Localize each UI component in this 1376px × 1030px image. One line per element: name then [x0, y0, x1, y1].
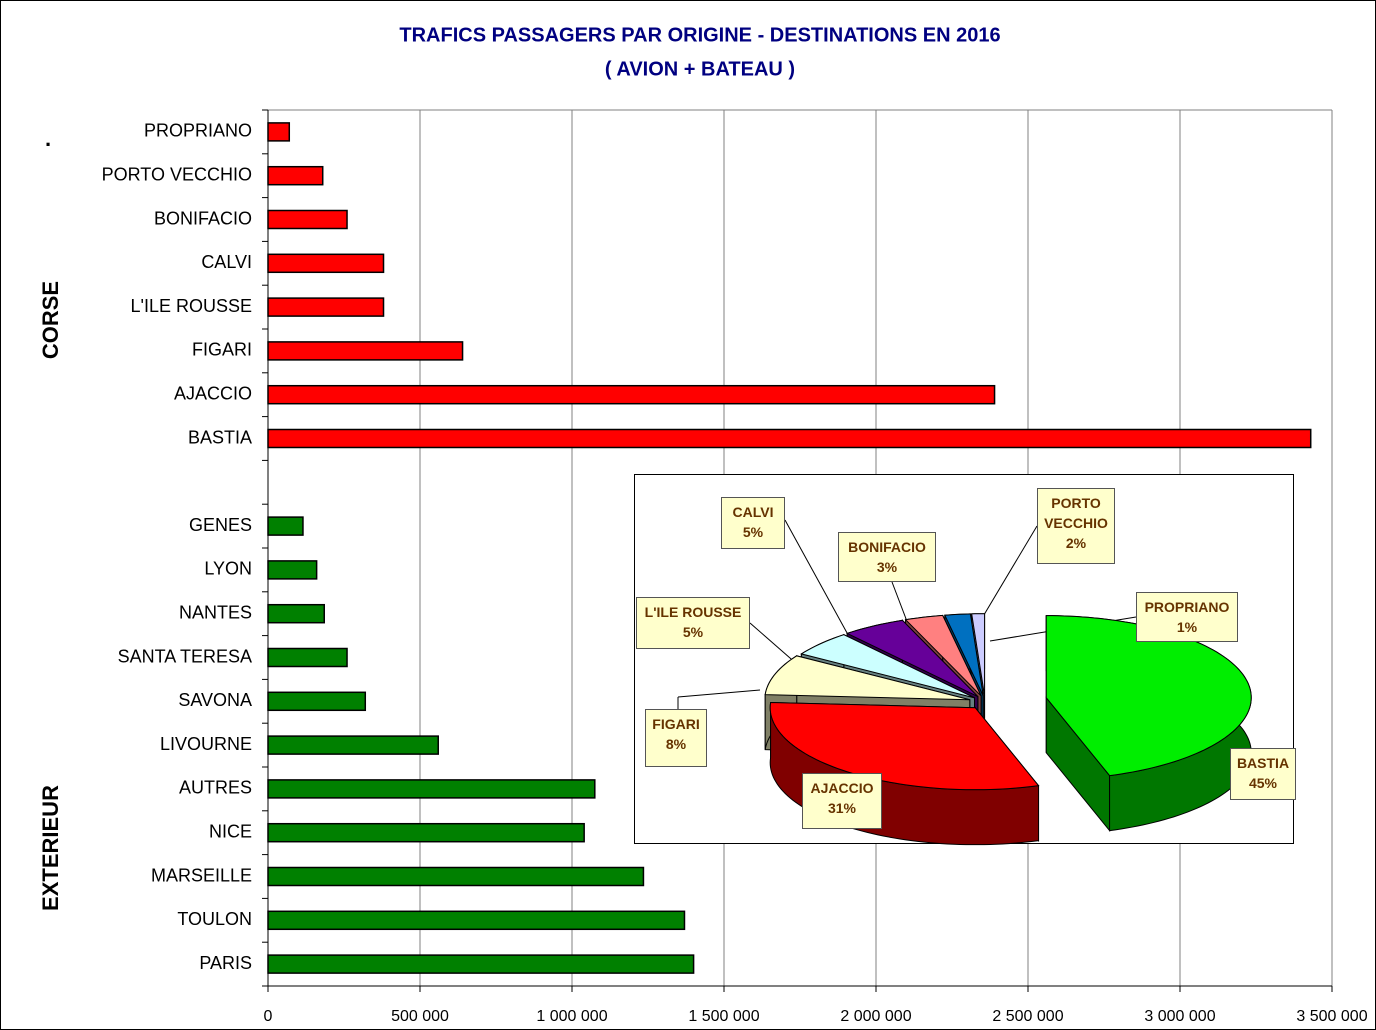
- y-tick-label: AUTRES: [179, 778, 252, 798]
- bar: [267, 341, 464, 361]
- group-label: CORSE: [38, 281, 63, 359]
- bar-layer: 0 500 000 1 000 000 1 500 000 2 000 000 2 500…: [102, 109, 1368, 1025]
- pie-layer: [634, 474, 1294, 846]
- y-tick-label: BONIFACIO: [154, 208, 252, 228]
- pie-label: PORTO VECCHIO 2%: [1037, 488, 1115, 564]
- bar: [267, 603, 325, 624]
- y-tick-label: TOULON: [177, 909, 252, 929]
- group-label: EXTERIEUR: [38, 785, 63, 911]
- bar: [267, 209, 348, 230]
- pie-label: FIGARI 8%: [645, 709, 707, 767]
- bar: [267, 735, 439, 755]
- bar: [267, 384, 996, 405]
- bar: [267, 428, 1312, 449]
- y-tick-label: BASTIA: [188, 427, 252, 447]
- pie-slice: [769, 702, 1040, 791]
- pie-label-name: AJACCIO: [810, 780, 874, 796]
- pie-label-name: PROPRIANO: [1144, 599, 1230, 615]
- y-tick-label: MARSEILLE: [151, 865, 252, 885]
- x-tick-label: 0: [264, 1008, 273, 1025]
- pie-label-name: L'ILE ROUSSE: [644, 604, 742, 620]
- pie-slice: [904, 614, 982, 697]
- bar: [267, 822, 585, 843]
- pie-label: L'ILE ROUSSE 5%: [636, 597, 750, 649]
- pie-label-name: CALVI: [732, 504, 774, 520]
- pie-label: AJACCIO 31%: [802, 773, 882, 829]
- y-tick-label: PROPRIANO: [144, 121, 252, 141]
- pie-slice: [800, 634, 975, 699]
- bar: [267, 516, 304, 536]
- y-tick-label: SANTA TERESA: [118, 646, 252, 666]
- y-tick-label: PORTO VECCHIO: [102, 164, 252, 184]
- x-tick-label: 3 500 000: [1296, 1008, 1367, 1025]
- y-tick-label: L'ILE ROUSSE: [131, 296, 252, 316]
- leader-line: [784, 519, 853, 643]
- pie-label: BASTIA 45%: [1230, 748, 1296, 800]
- leader-line: [677, 689, 761, 698]
- pie-label-value: 5%: [742, 524, 764, 540]
- x-tick-label: 1 500 000: [688, 1008, 759, 1025]
- leader-line: [749, 622, 799, 666]
- bar: [267, 560, 318, 580]
- bar: [267, 910, 686, 931]
- pie-label-value: 2%: [1065, 535, 1087, 551]
- pie-label-value: 8%: [665, 736, 687, 752]
- pie-label-value: 1%: [1176, 619, 1198, 635]
- chart-title: TRAFICS PASSAGERS PAR ORIGINE - DESTINAT…: [399, 24, 1000, 46]
- bar: [267, 866, 645, 887]
- pie-slice: [944, 613, 984, 696]
- bar: [267, 647, 348, 668]
- pie-label-name: BASTIA: [1236, 755, 1290, 771]
- pie-label-value: 45%: [1248, 775, 1278, 791]
- y-tick-label: LYON: [204, 559, 252, 579]
- pie-label-name: BONIFACIO: [848, 539, 926, 555]
- pie-label: CALVI 5%: [721, 497, 785, 549]
- pie-label-name: FIGARI: [652, 716, 700, 732]
- pie-label-value: 31%: [827, 800, 857, 816]
- bar: [267, 165, 324, 186]
- x-tick-label: 2 000 000: [840, 1008, 911, 1025]
- pie-slice: [845, 619, 979, 698]
- y-tick-label: PARIS: [199, 953, 252, 973]
- bar: [267, 297, 385, 317]
- y-tick-label: AJACCIO: [174, 383, 252, 403]
- bar: [267, 954, 695, 974]
- x-tick-label: 3 000 000: [1144, 1008, 1215, 1025]
- bar: [267, 691, 367, 712]
- y-tick-label: NICE: [209, 821, 252, 841]
- pie-slice: [764, 655, 970, 701]
- bar: [267, 779, 596, 799]
- pie-label-name: PORTO VECCHIO: [1044, 495, 1108, 531]
- y-tick-label: SAVONA: [178, 690, 252, 710]
- pie-label: BONIFACIO 3%: [838, 532, 936, 582]
- chart-subtitle: ( AVION + BATEAU ): [605, 58, 795, 80]
- pie-slice: [971, 613, 986, 696]
- group-mark: .: [45, 126, 51, 151]
- x-tick-label: 500 000: [391, 1008, 449, 1025]
- bar: [267, 253, 385, 274]
- y-tick-label: FIGARI: [192, 340, 252, 360]
- bar: [267, 122, 291, 142]
- y-tick-label: CALVI: [201, 252, 252, 272]
- y-tick-label: GENES: [189, 515, 252, 535]
- pie-label-value: 5%: [682, 624, 704, 640]
- pie-label-value: 3%: [876, 559, 898, 575]
- pie-slice: [1045, 615, 1252, 777]
- y-tick-label: LIVOURNE: [160, 734, 252, 754]
- x-tick-label: 2 500 000: [992, 1008, 1063, 1025]
- pie-label: PROPRIANO 1%: [1136, 592, 1238, 642]
- x-tick-label: 1 000 000: [536, 1008, 607, 1025]
- y-tick-label: NANTES: [179, 602, 252, 622]
